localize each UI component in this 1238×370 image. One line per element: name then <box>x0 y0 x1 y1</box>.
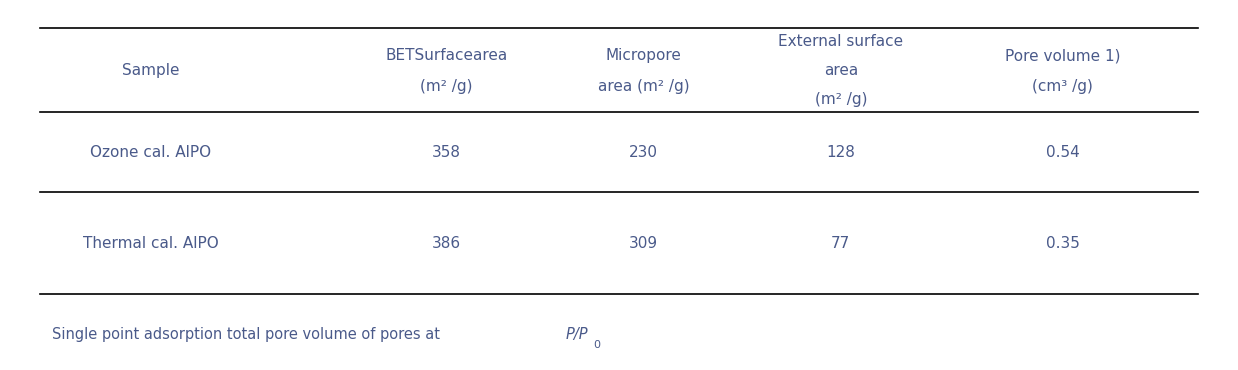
Text: (m² /g): (m² /g) <box>420 79 473 94</box>
Text: 128: 128 <box>827 145 855 160</box>
Text: area: area <box>823 63 858 78</box>
Text: 0: 0 <box>593 340 600 350</box>
Text: Ozone cal. AlPO: Ozone cal. AlPO <box>90 145 212 160</box>
Text: Single point adsorption total pore volume of pores at: Single point adsorption total pore volum… <box>52 327 444 342</box>
Text: P/P: P/P <box>566 327 588 342</box>
Text: 0.35: 0.35 <box>1046 236 1080 251</box>
Text: Pore volume 1): Pore volume 1) <box>1005 48 1120 63</box>
Text: (m² /g): (m² /g) <box>815 92 867 107</box>
Text: area (m² /g): area (m² /g) <box>598 79 690 94</box>
Text: 77: 77 <box>831 236 851 251</box>
Text: Micropore: Micropore <box>605 48 682 63</box>
Text: BETSurfacearea: BETSurfacearea <box>385 48 508 63</box>
Text: 230: 230 <box>629 145 659 160</box>
Text: 0.54: 0.54 <box>1046 145 1080 160</box>
Text: Thermal cal. AlPO: Thermal cal. AlPO <box>83 236 219 251</box>
Text: External surface: External surface <box>779 34 904 48</box>
Text: Sample: Sample <box>121 63 180 78</box>
Text: 386: 386 <box>432 236 461 251</box>
Text: (cm³ /g): (cm³ /g) <box>1032 79 1093 94</box>
Text: 358: 358 <box>432 145 461 160</box>
Text: 309: 309 <box>629 236 659 251</box>
